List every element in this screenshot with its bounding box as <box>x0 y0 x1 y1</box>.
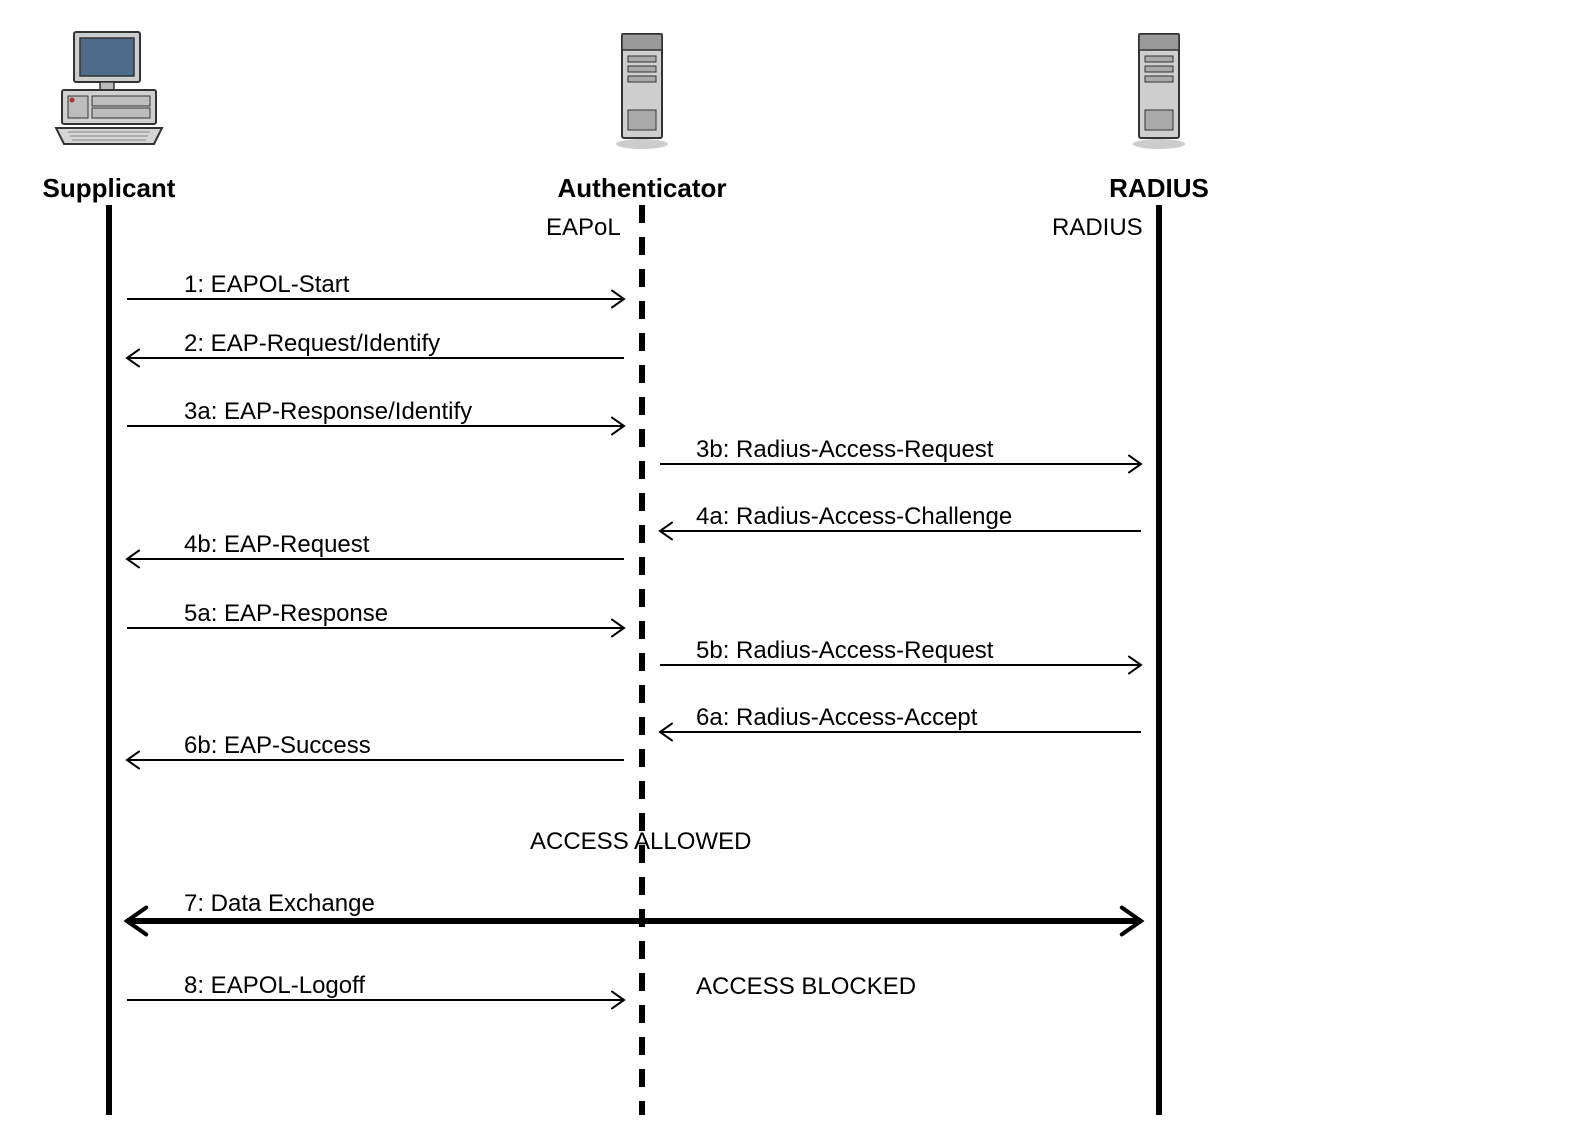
msg-8-label: 8: EAPOL-Logoff <box>184 972 365 1000</box>
diagram-lines <box>0 0 1595 1132</box>
msg-5a-label: 5a: EAP-Response <box>184 600 388 628</box>
msg-4a-label: 4a: Radius-Access-Challenge <box>696 503 1012 531</box>
msg-4b-label: 4b: EAP-Request <box>184 531 369 559</box>
msg-3b-label: 3b: Radius-Access-Request <box>696 436 993 464</box>
msg-1-label: 1: EAPOL-Start <box>184 271 349 299</box>
access-allowed-label: ACCESS ALLOWED <box>530 828 751 856</box>
access-blocked-label: ACCESS BLOCKED <box>696 973 916 1001</box>
msg-7-label: 7: Data Exchange <box>184 890 375 918</box>
msg-3a-label: 3a: EAP-Response/Identify <box>184 398 472 426</box>
sequence-diagram: Supplicant Authenticator RADIUS EAPoL RA… <box>0 0 1595 1132</box>
msg-5b-label: 5b: Radius-Access-Request <box>696 637 993 665</box>
msg-6a-label: 6a: Radius-Access-Accept <box>696 704 977 732</box>
msg-2-label: 2: EAP-Request/Identify <box>184 330 440 358</box>
msg-6b-label: 6b: EAP-Success <box>184 732 371 760</box>
